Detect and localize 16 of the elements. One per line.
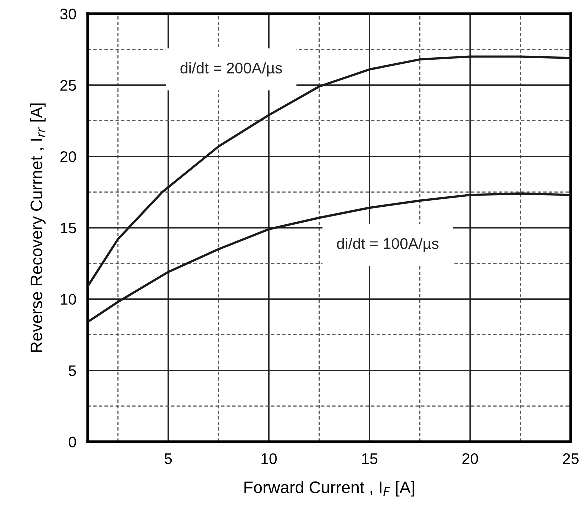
y-tick-label: 25 [60,80,76,92]
y-tick-label: 0 [68,436,76,448]
y-tick-label: 20 [60,152,76,162]
y-axis-title: Reverse Recovery Currnet , I$_{rr}$ [A] [30,104,46,352]
y-tick-label: 5 [69,366,76,376]
y-tick-label: 10 [61,294,76,306]
series-label: di/dt = 100A/µs [337,238,439,252]
x-tick-label: 25 [563,454,579,464]
x-tick-label: 20 [462,454,478,464]
x-axis-title: Forward Current , I$_{F}$ [A] [244,481,414,497]
x-tick-label: 10 [262,454,278,464]
x-tick-label: 5 [164,454,172,464]
y-tick-label: 15 [61,223,76,234]
series-label: di/dt = 200A/µs [180,62,282,77]
x-tick-label: 15 [362,454,378,464]
y-tick-label: 30 [60,8,76,20]
